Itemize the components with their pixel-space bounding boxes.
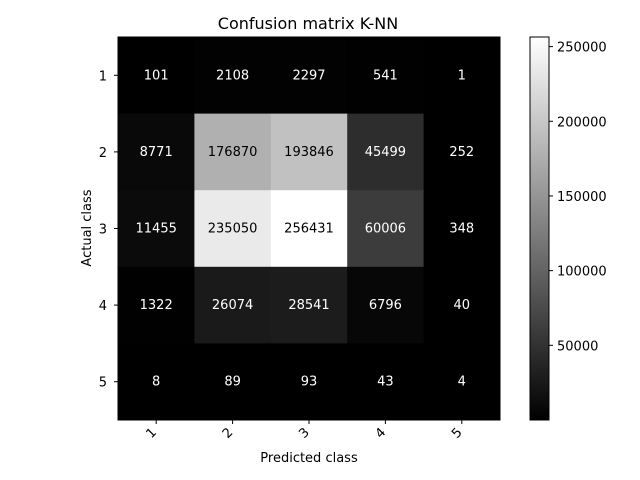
x-tick-label: 5 [449,425,465,441]
matrix-cell-label-2-2: 176870 [208,145,258,160]
matrix-cells [118,37,501,421]
y-tick-label: 5 [99,376,107,391]
matrix-cell-5-2 [194,343,272,421]
matrix-cell-label-3-3: 256431 [284,222,334,237]
matrix-cell-label-4-4: 6796 [369,298,402,313]
matrix-cell-label-3-2: 235050 [208,222,258,237]
matrix-cell-3-2 [194,190,272,268]
matrix-cell-label-2-5: 252 [449,145,474,160]
y-tick-label: 1 [99,69,107,84]
matrix-cell-label-3-5: 348 [449,222,474,237]
matrix-cell-2-3 [270,113,348,191]
matrix-cell-label-4-5: 40 [454,298,471,313]
matrix-cell-1-5 [423,37,501,115]
y-axis-label: Actual class [80,189,95,266]
matrix-cell-3-5 [423,190,501,268]
y-tick-label: 4 [99,299,107,314]
matrix-cell-label-2-4: 45499 [365,145,406,160]
colorbar-tick-label: 200000 [557,115,607,130]
matrix-cell-2-4 [347,113,425,191]
matrix-cell-1-2 [194,37,272,115]
matrix-cell-label-4-1: 1322 [140,298,173,313]
matrix-cell-2-1 [118,113,195,191]
matrix-cell-label-5-5: 4 [458,375,466,390]
matrix-cell-2-5 [423,113,501,191]
matrix-cell-3-3 [270,190,348,268]
matrix-cell-label-1-3: 2297 [292,68,325,83]
x-axis-ticks: 1 2 3 4 5 [143,420,466,442]
matrix-cell-5-1 [118,343,195,421]
colorbar-tick-label: 250000 [557,41,607,56]
matrix-cell-label-3-1: 11455 [136,222,177,237]
matrix-cell-label-2-3: 193846 [284,145,334,160]
matrix-cell-label-4-2: 26074 [212,298,253,313]
chart-title: Confusion matrix K-NN [218,14,398,33]
x-tick-label: 2 [220,425,236,441]
matrix-cell-label-1-5: 1 [458,68,466,83]
matrix-cell-label-2-1: 8771 [140,145,173,160]
matrix-cell-5-4 [347,343,425,421]
matrix-cell-1-3 [270,37,348,115]
x-axis-label: Predicted class [260,451,358,466]
colorbar [529,36,550,421]
matrix-cell-label-1-4: 541 [373,68,398,83]
matrix-cell-4-5 [423,266,501,344]
matrix-cell-label-1-1: 101 [144,68,169,83]
matrix-cell-label-1-2: 2108 [216,68,249,83]
colorbar-tick-label: 150000 [557,190,607,205]
matrix-cell-label-3-4: 60006 [365,222,406,237]
x-tick-label: 1 [143,425,159,441]
x-tick-label: 3 [296,425,312,441]
matrix-cell-4-2 [194,266,272,344]
matrix-cell-5-3 [270,343,348,421]
matrix-cell-3-1 [118,190,195,268]
matrix-cell-label-5-4: 43 [377,375,394,390]
matrix-cell-1-1 [118,37,195,115]
matrix-cell-1-4 [347,37,425,115]
y-axis-ticks: 1 2 3 4 5 [99,69,118,391]
colorbar-ticks: 50000 100000 150000 200000 250000 [549,41,607,354]
x-tick-label: 4 [373,425,389,441]
matrix-cell-label-5-3: 93 [301,375,318,390]
matrix-cell-label-5-1: 8 [152,375,160,390]
matrix-cell-labels: 101 2108 2297 541 1 8771 176870 193846 45499 252 1… [136,68,475,389]
matrix-cell-3-4 [347,190,425,268]
matrix-cell-4-4 [347,266,425,344]
matrix-cell-2-2 [194,113,272,191]
matrix-cell-5-5 [423,343,501,421]
matrix-cell-label-5-2: 89 [224,375,241,390]
colorbar-tick-label: 100000 [557,265,607,280]
matrix-cell-4-3 [270,266,348,344]
matrix-cell-label-4-3: 28541 [288,298,329,313]
y-tick-label: 3 [99,223,107,238]
y-tick-label: 2 [99,146,107,161]
colorbar-tick-label: 50000 [557,339,598,354]
matrix-cell-4-1 [118,266,195,344]
